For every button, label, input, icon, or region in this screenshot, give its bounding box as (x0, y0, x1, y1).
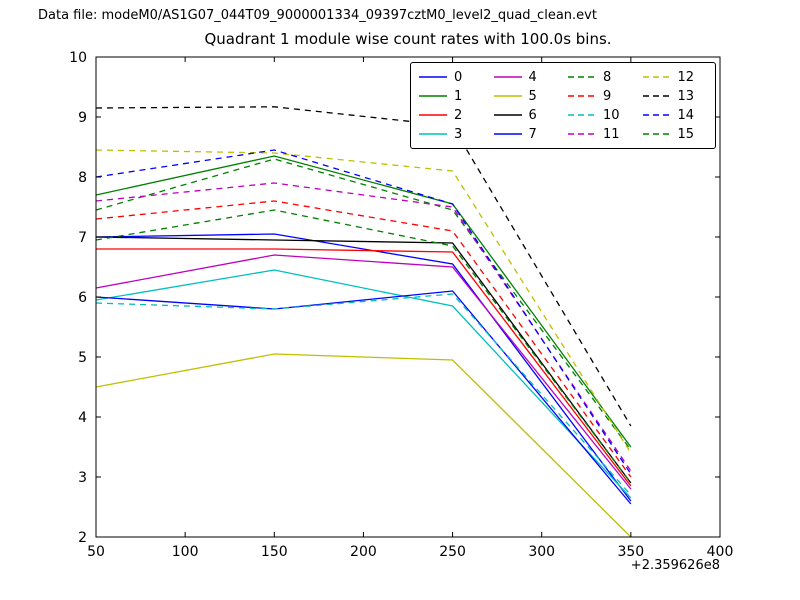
x-tick-label: 300 (528, 544, 555, 560)
legend-line-sample-icon (642, 76, 671, 78)
legend-item-11: 11 (568, 128, 633, 141)
legend-label: 7 (528, 126, 537, 142)
data-file-label: Data file: modeM0/AS1G07_044T09_90000013… (38, 8, 597, 23)
legend-line-sample-icon (419, 95, 447, 97)
legend-line-sample-icon (493, 95, 522, 97)
series-line-0 (95, 233, 632, 502)
legend-label: 9 (603, 88, 612, 104)
legend-line-sample-icon (642, 95, 671, 97)
legend-line-sample-icon (419, 114, 447, 116)
legend-line-sample-icon (568, 114, 596, 116)
legend-item-2: 2 (419, 109, 484, 122)
y-tick-label: 4 (78, 410, 87, 426)
y-tick-label: 9 (78, 110, 87, 126)
legend-line-sample-icon (493, 76, 522, 78)
series-line-1 (95, 155, 632, 448)
legend-item-4: 4 (493, 69, 559, 85)
series-line-10 (95, 293, 632, 496)
y-tick-label: 5 (78, 350, 87, 366)
legend-line-sample-icon (642, 133, 671, 135)
legend: 0 1 2 3 4 5 6 7 8 9 10 11 12 13 14 15 (410, 62, 716, 149)
x-tick-label: 200 (350, 544, 377, 560)
legend-label: 8 (603, 69, 612, 85)
x-tick-label: 50 (87, 544, 105, 560)
series-line-3 (95, 269, 632, 499)
legend-item-13: 13 (642, 88, 708, 104)
y-tick-label: 3 (78, 470, 87, 486)
legend-label: 14 (677, 107, 695, 123)
legend-label: 6 (528, 107, 537, 123)
y-tick-label: 6 (78, 290, 87, 306)
x-tick-label: 400 (707, 544, 734, 560)
legend-line-sample-icon (568, 95, 596, 97)
legend-item-0: 0 (419, 71, 484, 84)
legend-item-8: 8 (568, 71, 633, 84)
legend-label: 5 (528, 88, 537, 104)
y-tick-label: 7 (78, 230, 87, 246)
series-line-2 (96, 248, 632, 487)
legend-item-5: 5 (493, 88, 559, 104)
legend-line-sample-icon (493, 133, 522, 135)
series-line-13 (95, 106, 632, 427)
legend-label: 13 (677, 88, 695, 104)
legend-item-15: 15 (642, 126, 708, 142)
legend-item-6: 6 (493, 107, 559, 123)
legend-label: 1 (454, 88, 463, 104)
series-line-15 (95, 209, 632, 484)
x-axis-offset-label: +2.359626e8 (630, 558, 720, 573)
x-tick-label: 100 (172, 544, 199, 560)
legend-label: 2 (454, 107, 463, 123)
y-tick-label: 8 (78, 170, 87, 186)
legend-item-9: 9 (568, 90, 633, 103)
legend-item-1: 1 (419, 90, 484, 103)
legend-label: 4 (528, 69, 537, 85)
legend-label: 0 (454, 69, 463, 85)
x-tick-label: 250 (439, 544, 466, 560)
legend-item-3: 3 (419, 128, 484, 141)
series-line-6 (95, 236, 632, 484)
y-tick-label: 2 (78, 530, 87, 546)
legend-item-10: 10 (568, 109, 633, 122)
series-line-7 (95, 290, 632, 505)
legend-item-14: 14 (642, 107, 708, 123)
series-line-14 (95, 149, 632, 475)
legend-line-sample-icon (568, 76, 596, 78)
legend-item-12: 12 (642, 69, 708, 85)
legend-label: 3 (454, 126, 463, 142)
legend-line-sample-icon (419, 76, 447, 78)
x-tick-label: 150 (261, 544, 288, 560)
x-tick-label: 350 (617, 544, 644, 560)
legend-label: 15 (677, 126, 695, 142)
series-line-9 (95, 200, 632, 478)
legend-item-7: 7 (493, 126, 559, 142)
legend-line-sample-icon (419, 133, 447, 135)
legend-label: 12 (677, 69, 695, 85)
legend-line-sample-icon (642, 114, 671, 116)
y-tick-label: 10 (69, 50, 87, 66)
legend-label: 10 (603, 107, 620, 123)
legend-label: 11 (603, 126, 620, 142)
series-line-4 (95, 254, 632, 490)
series-line-8 (95, 158, 632, 451)
legend-line-sample-icon (493, 114, 522, 116)
series-line-5 (95, 353, 632, 538)
chart-title: Quadrant 1 module wise count rates with … (204, 30, 612, 48)
series-line-12 (95, 149, 632, 454)
legend-line-sample-icon (568, 133, 596, 135)
